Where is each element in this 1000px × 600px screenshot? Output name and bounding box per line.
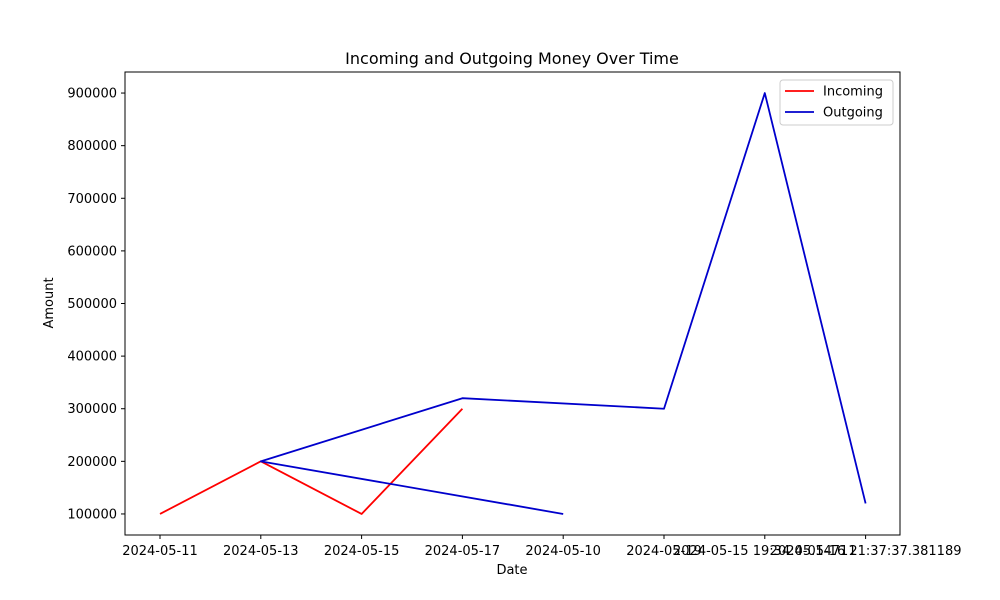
y-axis-label: Amount — [42, 277, 57, 328]
y-tick-label: 400000 — [67, 350, 117, 365]
x-tick-label: 2024-05-19 — [626, 544, 702, 559]
y-tick-label: 900000 — [67, 87, 117, 102]
x-axis-label: Date — [496, 563, 527, 578]
y-tick-label: 700000 — [67, 192, 117, 207]
y-tick-label: 500000 — [67, 297, 117, 312]
y-tick-label: 600000 — [67, 244, 117, 259]
x-tick-label: 2024-05-17 — [425, 544, 501, 559]
x-axis: 2024-05-11 2024-05-13 2024-05-15 2024-05-17… — [122, 535, 962, 559]
plot-area — [125, 72, 900, 535]
chart-title: Incoming and Outgoing Money Over Time — [345, 49, 679, 68]
series-layer — [159, 92, 867, 515]
x-tick-label: 2024-05-10 — [525, 544, 601, 559]
x-tick-label: 2024-05-11 — [122, 544, 198, 559]
x-tick-label: 2024-05-16 21:37:37.381189 — [770, 544, 962, 559]
x-tick-label: 2024-05-13 — [223, 544, 299, 559]
x-tick-label: 2024-05-15 — [324, 544, 400, 559]
legend: Incoming Outgoing — [779, 79, 894, 126]
y-tick-label: 800000 — [67, 139, 117, 154]
y-tick-label: 100000 — [67, 507, 117, 522]
x-tick-label: 2024-05-15 19:34:05.14711 — [673, 544, 857, 559]
y-tick-label: 300000 — [67, 402, 117, 417]
legend-label: Incoming — [823, 85, 883, 100]
series-line-outgoing — [259, 92, 867, 515]
y-tick-label: 200000 — [67, 455, 117, 470]
y-axis: 100000 200000 300000 400000 500000 600000 7000… — [67, 87, 125, 522]
plot-frame — [124, 71, 901, 536]
series-line-incoming — [159, 408, 464, 515]
legend-label: Outgoing — [823, 106, 883, 121]
